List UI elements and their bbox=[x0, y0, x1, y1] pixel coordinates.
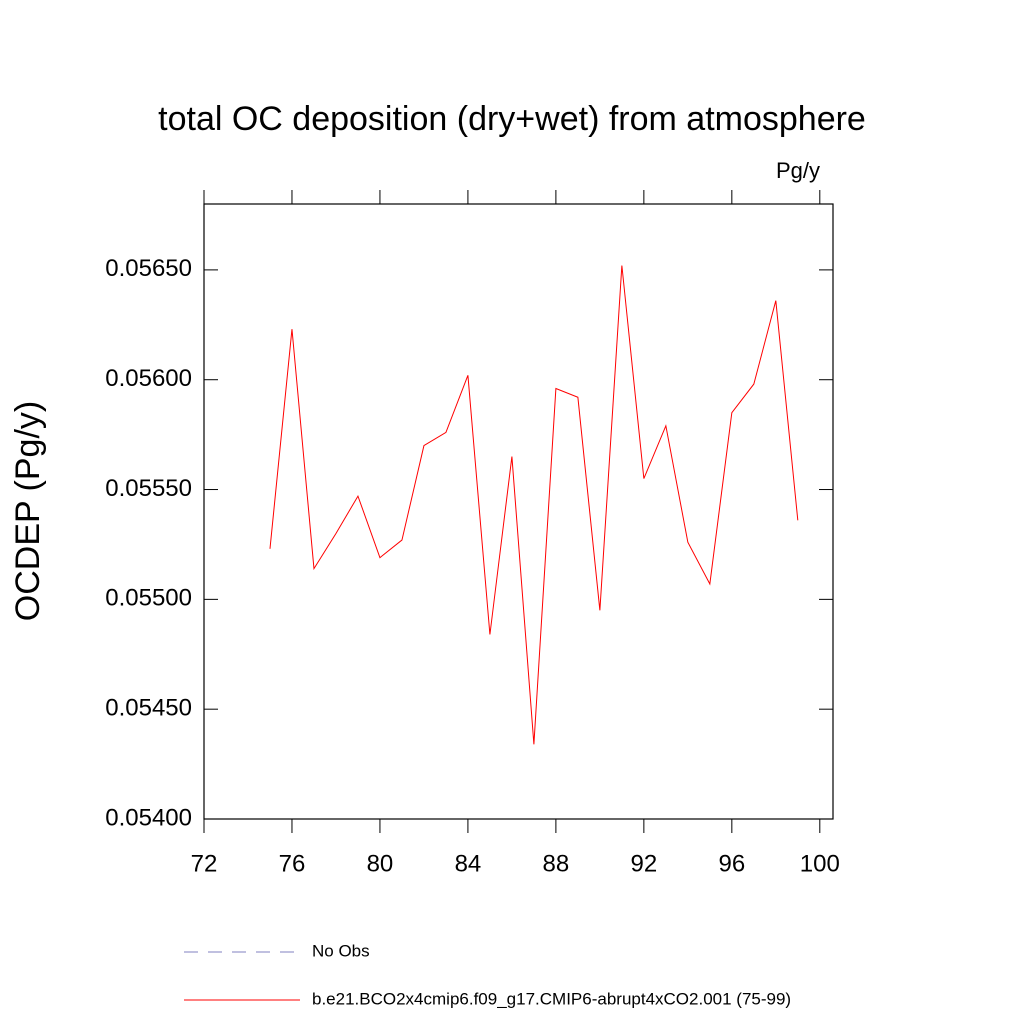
y-axis-title: OCDEP (Pg/y) bbox=[9, 401, 47, 621]
x-tick-label: 76 bbox=[279, 850, 306, 877]
y-tick-label: 0.05400 bbox=[105, 804, 192, 831]
y-tick-label: 0.05650 bbox=[105, 255, 192, 282]
y-tick-label: 0.05500 bbox=[105, 585, 192, 612]
x-tick-label: 84 bbox=[455, 850, 482, 877]
y-tick-label: 0.05450 bbox=[105, 695, 192, 722]
chart-title: total OC deposition (dry+wet) from atmos… bbox=[158, 100, 866, 138]
data-line bbox=[269, 265, 799, 745]
x-tick-label: 88 bbox=[543, 850, 570, 877]
x-tick-label: 92 bbox=[631, 850, 658, 877]
y-tick-label: 0.05550 bbox=[105, 475, 192, 502]
plot-frame bbox=[203, 203, 834, 820]
legend-label: b.e21.BCO2x4cmip6.f09_g17.CMIP6-abrupt4x… bbox=[312, 989, 791, 1008]
x-tick-label: 72 bbox=[191, 850, 218, 877]
units-label: Pg/y bbox=[776, 158, 820, 183]
x-tick-label: 96 bbox=[718, 850, 745, 877]
legend-label: No Obs bbox=[312, 941, 370, 960]
x-tick-label: 100 bbox=[800, 850, 840, 877]
y-tick-label: 0.05600 bbox=[105, 365, 192, 392]
x-tick-label: 80 bbox=[367, 850, 394, 877]
